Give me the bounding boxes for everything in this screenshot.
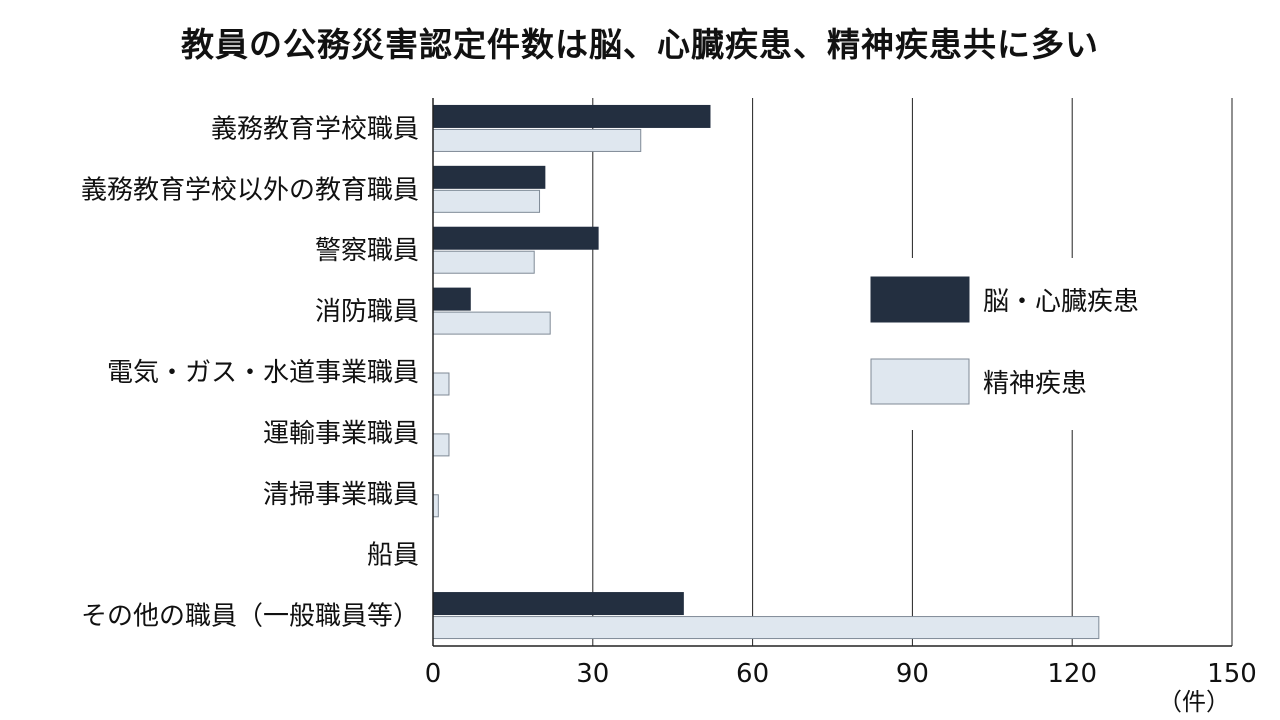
bar	[432, 494, 439, 518]
category-label: その他の職員（一般職員等）	[81, 602, 419, 632]
legend-label: 精神疾患	[983, 369, 1087, 399]
bar	[432, 287, 471, 311]
bar	[432, 372, 450, 396]
chart-title: 教員の公務災害認定件数は脳、心臓疾患、精神疾患共に多い	[181, 25, 1099, 64]
bar	[432, 616, 1100, 640]
category-label: 船員	[367, 541, 419, 571]
bar	[432, 250, 535, 274]
bar	[432, 592, 684, 616]
legend-swatch	[870, 276, 970, 323]
x-tick-label: 90	[896, 659, 929, 689]
x-tick-label: 0	[425, 659, 442, 689]
category-label: 義務教育学校以外の教育職員	[81, 175, 419, 205]
category-label: 清掃事業職員	[263, 480, 419, 510]
x-unit-label: （件）	[1158, 688, 1230, 716]
category-label: 義務教育学校職員	[211, 114, 419, 144]
category-label: 運輸事業職員	[263, 419, 419, 449]
category-label: 消防職員	[315, 297, 419, 327]
bar	[432, 226, 599, 250]
category-label: 電気・ガス・水道事業職員	[107, 358, 419, 388]
bar	[432, 311, 551, 335]
bar	[432, 128, 642, 152]
legend-swatch	[870, 358, 970, 405]
category-label: 警察職員	[315, 236, 419, 266]
x-tick-label: 30	[576, 659, 609, 689]
bar	[432, 104, 711, 128]
bar	[432, 433, 450, 457]
x-tick-label: 120	[1047, 659, 1097, 689]
bar	[432, 165, 546, 189]
bar	[432, 189, 541, 213]
x-tick-label: 60	[736, 659, 769, 689]
x-tick-label: 150	[1207, 659, 1257, 689]
legend-label: 脳・心臓疾患	[983, 287, 1139, 317]
